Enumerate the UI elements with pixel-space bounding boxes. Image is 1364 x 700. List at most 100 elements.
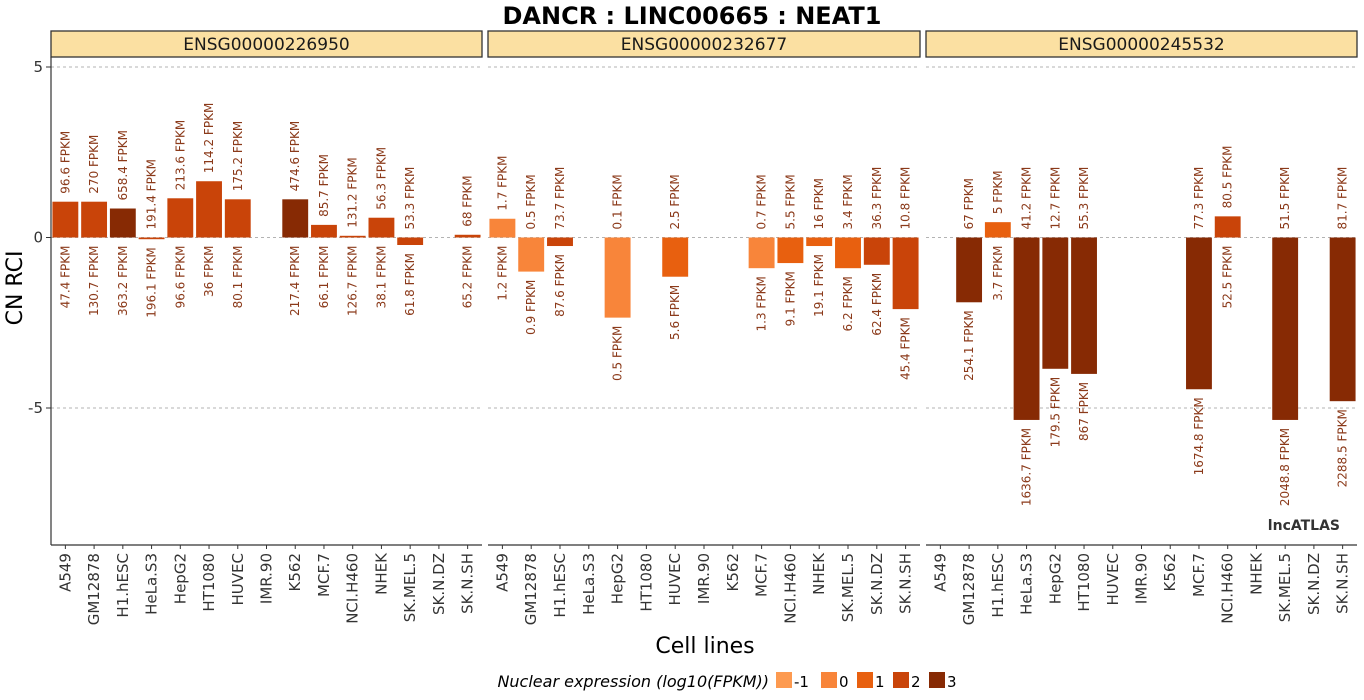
nuc-fpkm-label: 196.1 FPKM <box>145 247 159 318</box>
cyto-fpkm-label: 0.5 FPKM <box>524 174 538 229</box>
legend-swatch <box>821 672 837 688</box>
cyto-fpkm-label: 658.4 FPKM <box>116 130 130 201</box>
x-tick-label: GM12878 <box>522 553 540 625</box>
legend-swatch <box>776 672 792 688</box>
bar <box>311 224 337 238</box>
bar <box>518 237 545 272</box>
nuc-fpkm-label: 1636.7 FPKM <box>1020 428 1034 506</box>
cyto-fpkm-label: 2.5 FPKM <box>668 174 682 229</box>
x-tick-label: NCI.H460 <box>344 553 362 624</box>
nuc-fpkm-label: 96.6 FPKM <box>173 246 187 309</box>
x-tick-label: SK.N.SH <box>1334 553 1352 614</box>
x-tick-label: HUVEC <box>666 553 684 605</box>
facet-strip-label: ENSG00000226950 <box>183 35 349 55</box>
bar <box>109 208 136 238</box>
x-tick-label: HUVEC <box>1104 553 1122 605</box>
y-axis: 5 0 -5 <box>28 57 52 545</box>
x-tick-label: SK.N.DZ <box>868 553 886 615</box>
facet-panels: ENSG00000226950 96.6 FPKM 47.4 FPKM A549 270… <box>50 30 1358 625</box>
bar <box>397 237 424 246</box>
x-tick-label: NCI.H460 <box>781 553 799 624</box>
cyto-fpkm-label: 131.2 FPKM <box>346 157 360 228</box>
x-tick-label: H1.hESC <box>551 553 569 618</box>
bar <box>662 237 689 277</box>
x-tick-label: HUVEC <box>229 553 247 605</box>
x-tick-label: HT1080 <box>637 553 655 612</box>
nuc-fpkm-label: 0.9 FPKM <box>524 280 538 335</box>
bar <box>777 237 804 264</box>
cyto-fpkm-label: 10.8 FPKM <box>899 167 913 230</box>
cyto-fpkm-label: 0.1 FPKM <box>611 174 625 229</box>
legend-label: 1 <box>875 673 885 691</box>
cyto-fpkm-label: 85.7 FPKM <box>317 154 331 217</box>
nuc-fpkm-label: 38.1 FPKM <box>374 246 388 309</box>
x-tick-label: K562 <box>724 553 742 591</box>
legend-label: 2 <box>911 673 921 691</box>
x-tick-label: IMR.90 <box>1133 553 1151 604</box>
bar <box>138 237 165 240</box>
x-tick-label: NHEK <box>372 552 390 595</box>
cyto-fpkm-label: 474.6 FPKM <box>288 121 302 192</box>
nuc-fpkm-label: 52.5 FPKM <box>1221 246 1235 309</box>
legend-label: -1 <box>794 673 809 691</box>
cyto-fpkm-label: 0.7 FPKM <box>755 174 769 229</box>
bar <box>892 237 919 310</box>
cyto-fpkm-label: 68 FPKM <box>461 175 475 226</box>
x-tick-label: HepG2 <box>609 553 627 604</box>
cyto-fpkm-label: 191.4 FPKM <box>145 159 159 230</box>
x-tick-label: NCI.H460 <box>1219 553 1237 624</box>
nuc-fpkm-label: 0.5 FPKM <box>611 326 625 381</box>
x-tick-label: HepG2 <box>1046 553 1064 604</box>
bar <box>1042 237 1069 369</box>
bar <box>748 237 775 269</box>
x-axis-title: Cell lines <box>655 634 754 659</box>
lncatlas-watermark: lncATLAS <box>1268 518 1340 534</box>
nuc-fpkm-label: 87.6 FPKM <box>553 254 567 317</box>
nuc-fpkm-label: 2048.8 FPKM <box>1278 428 1292 506</box>
bar <box>196 181 222 238</box>
x-tick-label: A549 <box>56 553 74 592</box>
nuc-fpkm-label: 126.7 FPKM <box>346 246 360 317</box>
nuc-fpkm-label: 36 FPKM <box>202 245 216 296</box>
x-tick-label: SK.MEL.5 <box>1276 553 1294 622</box>
nuc-fpkm-label: 1.3 FPKM <box>755 276 769 331</box>
legend-label: 3 <box>947 673 957 691</box>
x-tick-label: MCF.7 <box>315 553 333 597</box>
nuc-fpkm-label: 5.6 FPKM <box>668 285 682 340</box>
bar <box>1186 237 1212 390</box>
facet-strip <box>50 30 483 58</box>
x-tick-label: NHEK <box>1247 552 1265 595</box>
cyto-fpkm-label: 67 FPKM <box>962 178 976 229</box>
nuc-fpkm-label: 61.8 FPKM <box>403 253 417 316</box>
cyto-fpkm-label: 41.2 FPKM <box>1020 167 1034 230</box>
cyto-fpkm-label: 36.3 FPKM <box>870 167 884 230</box>
cyto-fpkm-label: 81.7 FPKM <box>1336 167 1350 230</box>
nuc-fpkm-label: 2288.5 FPKM <box>1336 409 1350 487</box>
y-axis-title: CN RCI <box>3 251 28 326</box>
cyto-fpkm-label: 175.2 FPKM <box>231 121 245 192</box>
bar <box>984 222 1011 238</box>
bar <box>806 237 833 247</box>
cyto-fpkm-label: 53.3 FPKM <box>403 167 417 230</box>
x-tick-label: K562 <box>1161 553 1179 591</box>
legend-swatch <box>857 672 873 688</box>
x-tick-label: HepG2 <box>171 553 189 604</box>
cyto-fpkm-label: 55.3 FPKM <box>1077 167 1091 230</box>
x-tick-label: SK.N.SH <box>459 553 477 614</box>
x-tick-label: H1.hESC <box>114 553 132 618</box>
x-tick-label: MCF.7 <box>1190 553 1208 597</box>
x-tick-label: H1.hESC <box>989 553 1007 618</box>
facet-panel: ENSG00000226950 96.6 FPKM 47.4 FPKM A549 270… <box>50 30 483 625</box>
legend: Nuclear expression (log10(FPKM)) -1 0 1 2 3 <box>497 672 957 691</box>
nuc-fpkm-label: 9.1 FPKM <box>783 271 797 326</box>
facet-panel: ENSG00000245532 A549 67 FPKM 254.1 FPKM GM12… <box>925 30 1358 625</box>
y-tick-label: 5 <box>33 58 43 76</box>
bar <box>956 237 983 303</box>
bar <box>1272 237 1299 420</box>
legend-title: Nuclear expression (log10(FPKM)) <box>497 672 769 691</box>
cyto-fpkm-label: 51.5 FPKM <box>1278 167 1292 230</box>
bar <box>368 217 395 238</box>
bar <box>863 237 890 265</box>
bar <box>52 201 79 238</box>
